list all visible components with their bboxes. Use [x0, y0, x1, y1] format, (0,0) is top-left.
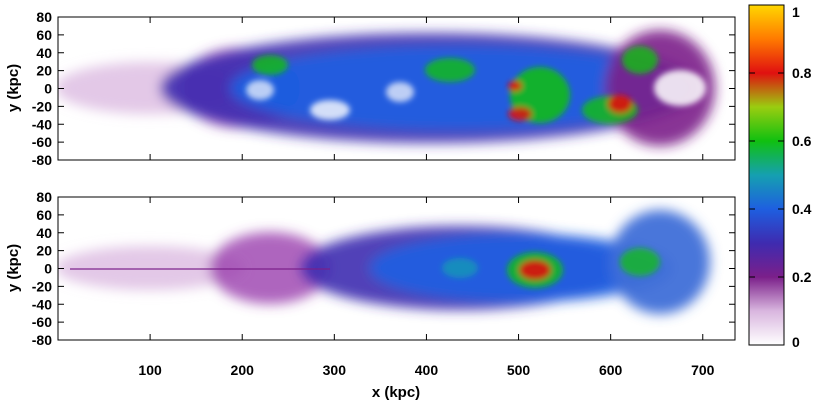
bottom-y-tick-label: -80 [32, 332, 52, 348]
bottom-x-tick-label: 400 [415, 362, 439, 378]
top-y-tick-label: 40 [36, 45, 52, 61]
top-y-ticks: 80 60 40 20 0-20 -40 -60 -80 [32, 9, 735, 168]
top-y-tick-label: 80 [36, 9, 52, 25]
colorbar-tick-label: 0.8 [792, 65, 812, 81]
bottom-y-tick-label: -60 [32, 314, 52, 330]
top-y-tick-label: -40 [32, 116, 52, 132]
bottom-x-ticks: 100 200 300 400 500 600 700 [138, 17, 715, 378]
top-y-tick-label: -60 [32, 134, 52, 150]
bottom-x-tick-label: 700 [691, 362, 715, 378]
bottom-x-axis-label: x (kpc) [372, 384, 420, 401]
colorbar-tick-label: 1 [792, 4, 800, 20]
bottom-x-tick-label: 600 [599, 362, 623, 378]
top-y-tick-label: 0 [44, 81, 52, 97]
bottom-y-tick-label: 40 [36, 225, 52, 241]
bottom-y-tick-label: 80 [36, 189, 52, 205]
bottom-y-tick-label: 20 [36, 243, 52, 259]
colorbar-tick-label: 0.2 [792, 269, 812, 285]
bottom-x-tick-label: 500 [507, 362, 531, 378]
colorbar-gradient [748, 4, 785, 346]
bottom-y-tick-label: 60 [36, 207, 52, 223]
bottom-y-tick-label: -20 [32, 278, 52, 294]
colorbar: 0 0.2 0.4 0.6 0.8 1 [748, 4, 812, 350]
colorbar-tick-label: 0.4 [792, 201, 812, 217]
bottom-y-ticks: 80 60 40 20 0-20 -40 -60 -80 [32, 189, 735, 348]
top-y-tick-label: 20 [36, 63, 52, 79]
top-panel-heatmap [58, 30, 715, 146]
bottom-y-tick-label: 0 [44, 261, 52, 277]
bottom-y-axis-label: y (kpc) [5, 244, 22, 292]
colorbar-tick-label: 0.6 [792, 133, 812, 149]
top-panel: 80 60 40 20 0-20 -40 -60 -80 y (kpc) [5, 9, 736, 168]
top-y-tick-label: -20 [32, 98, 52, 114]
top-y-tick-label: 60 [36, 27, 52, 43]
colorbar-ticks: 0 0.2 0.4 0.6 0.8 1 [749, 4, 812, 350]
colorbar-tick-label: 0 [792, 334, 800, 350]
bottom-y-tick-label: -40 [32, 296, 52, 312]
bottom-x-tick-label: 300 [323, 362, 347, 378]
bottom-panel-heatmap [58, 210, 710, 314]
top-y-tick-label: -80 [32, 152, 52, 168]
bottom-x-tick-label: 200 [231, 362, 255, 378]
bottom-x-tick-label: 100 [138, 362, 162, 378]
top-y-axis-label: y (kpc) [5, 64, 22, 112]
